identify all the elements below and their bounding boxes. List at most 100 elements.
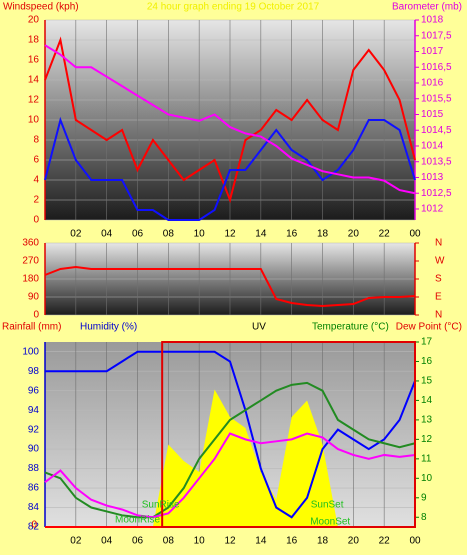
- y2-tick-label: 9: [421, 492, 427, 503]
- y2-tick-label: 14: [421, 395, 433, 406]
- y-tick-label: 12: [28, 95, 40, 106]
- y2-tick-label: E: [435, 292, 442, 303]
- y2-tick-label: 1014,5: [421, 125, 452, 136]
- x-tick-label: 22: [379, 229, 391, 240]
- y-tick-label: 96: [28, 385, 40, 396]
- y-tick-label: 8: [33, 135, 39, 146]
- x-tick-label: 08: [163, 536, 175, 547]
- y-tick-label: 180: [22, 274, 39, 285]
- x-tick-label: 04: [101, 229, 113, 240]
- series-line: [44, 116, 416, 221]
- axis-label: Temperature (°C): [312, 322, 389, 333]
- y2-tick-label: 15: [421, 376, 433, 387]
- series-line: [44, 44, 416, 195]
- y2-tick-label: 1014: [421, 141, 444, 152]
- y2-tick-label: 12: [421, 434, 433, 445]
- x-tick-label: 00: [409, 229, 421, 240]
- y2-tick-label: 13: [421, 415, 433, 426]
- y2-tick-label: 11: [421, 453, 432, 464]
- chart-title: 24 hour graph ending 19 October 2017: [147, 2, 320, 13]
- series-line: [44, 265, 416, 308]
- y2-tick-label: N: [435, 310, 442, 321]
- y2-tick-label: 8: [421, 512, 427, 523]
- y2-tick-label: 1016,5: [421, 62, 452, 73]
- axis-label: Humidity (%): [80, 322, 137, 333]
- y-tick-label: 18: [28, 35, 40, 46]
- x-tick-label: 18: [317, 229, 329, 240]
- y-tick-label: 92: [28, 424, 40, 435]
- axis-label: Dew Point (°C): [396, 322, 462, 333]
- x-tick-label: 08: [163, 229, 175, 240]
- x-tick-label: 00: [409, 536, 421, 547]
- series-line: [44, 381, 416, 519]
- y-tick-label: 270: [22, 256, 39, 267]
- annotation: SunSet: [311, 500, 344, 511]
- daylight-box: [161, 341, 416, 528]
- y-axis-label: Windspeed (kph): [3, 2, 79, 13]
- y-tick-label: 360: [22, 238, 39, 249]
- y2-tick-label: N: [435, 238, 442, 249]
- y2-tick-label: 1015: [421, 109, 444, 120]
- y2-axis-label: Barometer (mb): [392, 2, 462, 13]
- y2-tick-label: 1016: [421, 78, 444, 89]
- uv-area: [45, 389, 415, 527]
- x-tick-label: 10: [194, 536, 206, 547]
- y-tick-label: 14: [28, 75, 40, 86]
- y-tick-label: 100: [22, 346, 39, 357]
- y2-tick-label: 1017,5: [421, 30, 452, 41]
- y-tick-label: 16: [28, 55, 40, 66]
- x-tick-label: 02: [70, 536, 82, 547]
- y-tick-label: 90: [28, 292, 40, 303]
- x-tick-label: 20: [348, 229, 360, 240]
- y2-tick-label: 16: [421, 356, 433, 367]
- x-tick-label: 12: [224, 536, 236, 547]
- y2-tick-label: 1012: [421, 204, 444, 215]
- y-tick-label: 2: [33, 195, 39, 206]
- y-tick-label: 98: [28, 366, 40, 377]
- annotation: MoonSet: [310, 517, 350, 528]
- y-tick-label: 0: [33, 310, 39, 321]
- x-tick-label: 18: [317, 536, 329, 547]
- annotation: SunRise: [142, 500, 180, 511]
- series-line: [44, 36, 416, 204]
- x-tick-label: 10: [194, 229, 206, 240]
- x-tick-label: 14: [255, 229, 267, 240]
- axis-label: Rainfall (mm): [2, 322, 61, 333]
- series-line: [44, 432, 416, 519]
- y2-tick-label: 1013: [421, 172, 444, 183]
- x-tick-label: 22: [379, 536, 391, 547]
- x-tick-label: 02: [70, 229, 82, 240]
- x-tick-label: 06: [132, 536, 144, 547]
- y-tick-label: 86: [28, 483, 40, 494]
- y2-tick-label: S: [435, 274, 442, 285]
- y2-tick-label: 1013,5: [421, 156, 452, 167]
- x-tick-label: 14: [255, 536, 267, 547]
- y-tick-label: 0: [33, 215, 39, 226]
- y2-tick-label: 1015,5: [421, 93, 452, 104]
- y2-tick-label: 17: [421, 337, 433, 348]
- x-tick-label: 16: [286, 536, 298, 547]
- y2-tick-label: 10: [421, 473, 433, 484]
- y-tick-label: 10: [28, 115, 40, 126]
- y-tick-label: 4: [33, 175, 39, 186]
- x-tick-label: 04: [101, 536, 113, 547]
- x-tick-label: 12: [224, 229, 236, 240]
- x-tick-label: 06: [132, 229, 144, 240]
- y-tick-label: 90: [28, 444, 40, 455]
- y-tick-label: 88: [28, 463, 40, 474]
- y2-tick-label: 1012,5: [421, 188, 452, 199]
- y2-tick-label: W: [435, 256, 445, 267]
- y2-tick-label: 1018: [421, 15, 444, 26]
- x-tick-label: 20: [348, 536, 360, 547]
- y-tick-label: 20: [28, 15, 40, 26]
- annotation: MoonRise: [115, 515, 160, 526]
- series-line: [45, 350, 416, 519]
- x-tick-label: 16: [286, 229, 298, 240]
- y2-tick-label: 1017: [421, 46, 444, 57]
- y-tick-label: 82: [28, 522, 40, 533]
- rain-tick-label: 0: [31, 520, 37, 531]
- y-tick-label: 94: [28, 405, 40, 416]
- y-tick-label: 84: [28, 502, 40, 513]
